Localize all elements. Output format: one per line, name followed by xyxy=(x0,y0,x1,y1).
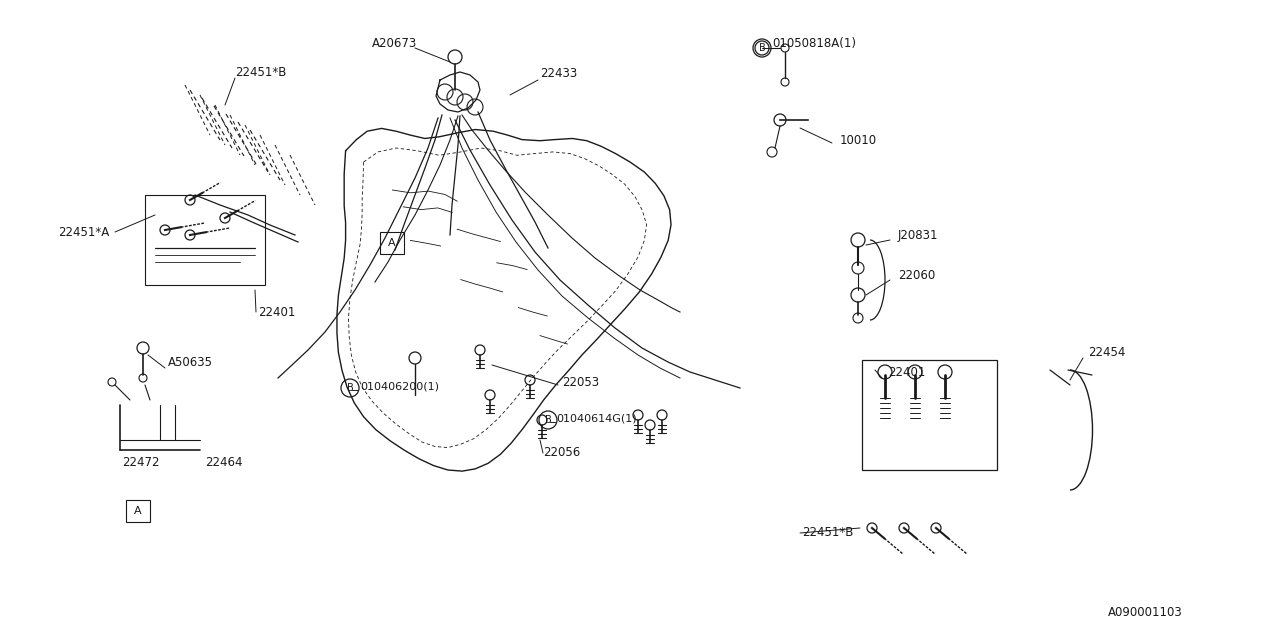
Circle shape xyxy=(160,225,170,235)
Circle shape xyxy=(878,365,892,379)
Text: 22454: 22454 xyxy=(1088,346,1125,358)
Circle shape xyxy=(186,230,195,240)
Text: 22464: 22464 xyxy=(205,456,242,468)
Text: 22401: 22401 xyxy=(888,365,925,378)
Circle shape xyxy=(938,365,952,379)
Circle shape xyxy=(851,288,865,302)
Circle shape xyxy=(851,233,865,247)
Text: 22401: 22401 xyxy=(259,305,296,319)
Text: A: A xyxy=(388,238,396,248)
Bar xyxy=(145,195,265,285)
Circle shape xyxy=(908,365,922,379)
Text: A20673: A20673 xyxy=(372,36,417,49)
Text: 22433: 22433 xyxy=(540,67,577,79)
Circle shape xyxy=(899,523,909,533)
Text: 22053: 22053 xyxy=(562,376,599,388)
Text: J20831: J20831 xyxy=(899,228,938,241)
Text: A090001103: A090001103 xyxy=(1108,605,1183,618)
Bar xyxy=(861,360,997,470)
Text: 010406200(1): 010406200(1) xyxy=(360,381,439,391)
Circle shape xyxy=(931,523,941,533)
Bar xyxy=(125,500,150,522)
Text: 10010: 10010 xyxy=(840,134,877,147)
Text: 22451*A: 22451*A xyxy=(58,225,109,239)
Text: 22060: 22060 xyxy=(899,269,936,282)
Text: 22056: 22056 xyxy=(543,445,580,458)
Bar xyxy=(380,232,404,254)
Text: 22451*B: 22451*B xyxy=(236,65,287,79)
Text: B: B xyxy=(347,383,353,393)
Text: A50635: A50635 xyxy=(168,355,212,369)
Text: 22451*B: 22451*B xyxy=(803,525,854,538)
Text: B: B xyxy=(544,415,552,425)
Circle shape xyxy=(867,523,877,533)
Text: B: B xyxy=(759,43,765,53)
Circle shape xyxy=(220,213,230,223)
Text: 01050818A(1): 01050818A(1) xyxy=(772,36,856,49)
Text: 22472: 22472 xyxy=(122,456,160,468)
Text: A: A xyxy=(134,506,142,516)
Text: 01040614G(1): 01040614G(1) xyxy=(556,413,636,423)
Circle shape xyxy=(186,195,195,205)
